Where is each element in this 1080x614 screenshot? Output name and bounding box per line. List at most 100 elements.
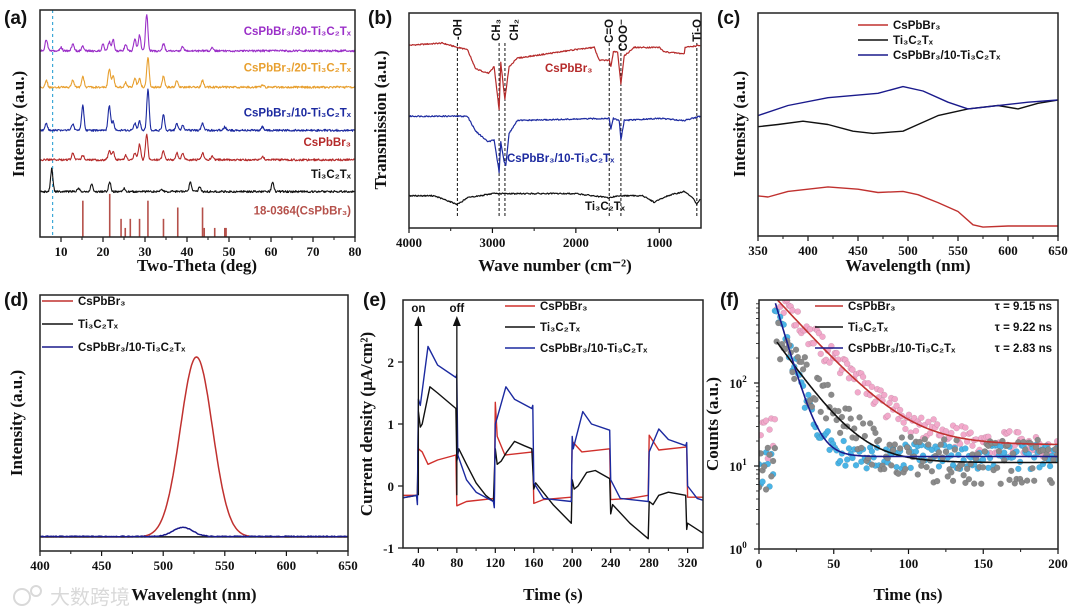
- data-point: [1009, 450, 1017, 457]
- data-point: [907, 464, 914, 472]
- data-point: [798, 358, 805, 366]
- data-point: [896, 406, 904, 414]
- data-point: [789, 307, 796, 314]
- data-point: [925, 441, 932, 448]
- x-tick-label: 2000: [563, 235, 589, 250]
- series-line: [409, 114, 701, 174]
- data-point: [960, 431, 967, 438]
- band-label: C=O: [604, 19, 616, 43]
- band-label: Ti-O: [692, 19, 704, 42]
- tau-label: τ = 9.15 ns: [995, 301, 1052, 313]
- series-line: [758, 99, 1058, 135]
- data-point: [866, 420, 874, 427]
- data-point: [852, 434, 860, 442]
- x-tick-label: 280: [639, 555, 659, 570]
- x-tick-label: 240: [601, 555, 621, 570]
- data-point: [838, 413, 846, 421]
- panel-label: (c): [717, 8, 740, 29]
- data-point: [836, 429, 844, 437]
- tick-exponent: 1: [742, 457, 747, 467]
- data-point: [858, 444, 865, 452]
- data-point: [978, 480, 985, 488]
- data-point: [762, 486, 770, 493]
- y-tick-label: 2: [388, 355, 395, 370]
- data-point: [828, 391, 835, 399]
- watermark-logo-icon: [30, 585, 42, 597]
- data-point: [835, 407, 842, 415]
- data-point: [872, 429, 879, 437]
- x-axis-label: Wave number (cm⁻²): [478, 256, 632, 275]
- series-line: [40, 14, 355, 53]
- y-tick-label: 100: [729, 540, 747, 557]
- data-point: [1046, 462, 1054, 470]
- data-point: [949, 477, 957, 485]
- series-line: [40, 356, 348, 538]
- data-point: [849, 366, 856, 374]
- data-point: [842, 462, 849, 469]
- data-point: [937, 441, 944, 448]
- band-label: CH₃: [491, 19, 503, 41]
- data-point: [1022, 446, 1029, 453]
- data-point: [861, 432, 869, 440]
- x-tick-label: 550: [215, 558, 235, 573]
- series-label: CsPbBr₃/20-Ti₃C₂Tₓ: [244, 62, 352, 74]
- x-tick-label: 40: [181, 244, 194, 259]
- x-tick-label: 80: [349, 244, 362, 259]
- data-point: [930, 416, 937, 423]
- data-point: [868, 461, 876, 468]
- data-point: [1023, 477, 1031, 484]
- series-line: [40, 133, 355, 162]
- y-tick-label: 101: [729, 457, 747, 474]
- plot-area: [40, 356, 348, 538]
- series-line: [403, 401, 703, 507]
- data-point: [766, 426, 773, 433]
- data-point: [1008, 467, 1015, 475]
- data-point: [779, 290, 785, 296]
- data-point: [891, 395, 899, 403]
- data-point: [759, 450, 765, 457]
- data-point: [979, 464, 987, 471]
- x-tick-label: 50: [827, 556, 840, 571]
- arrow-head-icon: [414, 316, 423, 326]
- x-tick-label: 30: [139, 244, 152, 259]
- data-point: [898, 434, 906, 441]
- legend-label: Ti₃C₂Tₓ: [893, 35, 934, 47]
- panel-f: (f)Time (ns)Counts (a.u.)0 50 100 150 200100…: [703, 286, 1068, 604]
- data-point: [863, 465, 870, 472]
- y-axis-label: Transmission (a.u.): [371, 50, 390, 189]
- data-point: [771, 416, 779, 423]
- x-tick-label: 550: [948, 243, 968, 258]
- y-axis-label: Intensity (a.u.): [7, 370, 26, 476]
- data-point: [845, 405, 853, 413]
- x-axis-label: Time (s): [523, 585, 583, 604]
- data-point: [1030, 477, 1038, 485]
- data-point: [918, 414, 925, 422]
- tick-exponent: 0: [742, 540, 747, 550]
- arrow-head-icon: [452, 316, 461, 326]
- x-tick-label: 50: [223, 244, 236, 259]
- x-tick-label: 20: [97, 244, 110, 259]
- data-point: [859, 373, 867, 381]
- panel-d: (d) Wavelenght (nm) Intensity (a.u.) 400 450…: [4, 290, 358, 604]
- x-tick-label: 320: [678, 555, 698, 570]
- data-point: [826, 446, 833, 454]
- data-point: [875, 436, 883, 444]
- data-point: [993, 464, 1001, 472]
- data-point: [1015, 429, 1022, 436]
- data-point: [940, 436, 948, 443]
- data-point: [789, 368, 796, 376]
- data-point: [891, 441, 899, 448]
- data-point: [792, 346, 800, 353]
- series-label: CsPbBr₃: [545, 63, 593, 75]
- data-point: [1015, 465, 1022, 473]
- x-tick-label: 200: [562, 555, 582, 570]
- series-line: [40, 57, 355, 89]
- data-point: [775, 286, 781, 292]
- x-tick-label: 40: [412, 555, 425, 570]
- data-point: [805, 391, 812, 399]
- data-point: [1045, 446, 1052, 453]
- plot-area: [758, 85, 1058, 228]
- x-tick-label: 600: [277, 558, 297, 573]
- watermark-logo-icon: [13, 588, 31, 606]
